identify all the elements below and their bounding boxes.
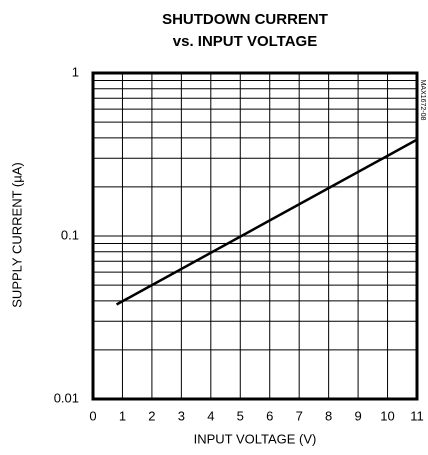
data-line	[115, 138, 418, 306]
x-axis-label: INPUT VOLTAGE (V)	[194, 431, 317, 446]
x-tick-label: 3	[178, 408, 185, 423]
y-tick-label: 1	[72, 64, 79, 79]
x-tick-label: 9	[354, 408, 361, 423]
x-tick-label: 10	[380, 408, 394, 423]
x-tick-label: 2	[148, 408, 155, 423]
y-tick-label: 0.1	[61, 227, 79, 242]
chart-subtitle: vs. INPUT VOLTAGE	[173, 33, 317, 50]
x-tick-label: 7	[296, 408, 303, 423]
x-tick-label: 0	[89, 408, 96, 423]
y-axis-label: SUPPLY CURRENT (µA)	[9, 162, 24, 307]
plot-frame	[91, 71, 419, 401]
x-tick-label: 6	[266, 408, 273, 423]
x-tick-label: 11	[410, 408, 424, 423]
x-tick-label: 5	[237, 408, 244, 423]
x-tick-label: 1	[119, 408, 126, 423]
annotation: MAX1672-08	[419, 80, 426, 121]
x-tick-label: 4	[207, 408, 214, 423]
chart-title: SHUTDOWN CURRENT	[162, 11, 328, 28]
x-tick-label: 8	[325, 408, 332, 423]
y-tick-label: 0.01	[54, 390, 79, 405]
